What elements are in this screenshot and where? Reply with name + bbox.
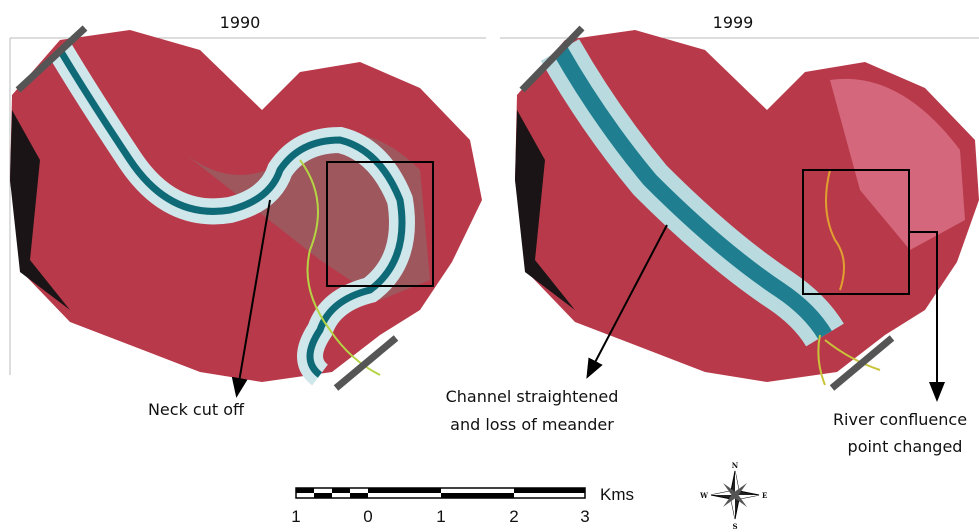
compass-label: N [732, 461, 739, 470]
scale-unit: Kms [600, 485, 634, 504]
annotation: River confluence [833, 410, 967, 429]
compass-label: S [732, 522, 737, 531]
annotation: Neck cut off [148, 400, 245, 419]
compass-label: E [762, 491, 767, 500]
scale-segment [368, 488, 441, 493]
scale-segment [314, 493, 332, 498]
annotation: point changed [848, 437, 963, 456]
scale-segment [350, 493, 368, 498]
scale-label: 1 [436, 507, 445, 526]
compass: N S E W [699, 461, 767, 531]
figure: 1990 Neck cut off 1999 Channel straighte… [0, 0, 979, 532]
scale-label: 2 [509, 507, 518, 526]
annotation: and loss of meander [450, 415, 614, 434]
scale-bar: 1 0 1 2 3 Kms [291, 485, 634, 526]
scale-label: 3 [580, 507, 589, 526]
scale-segment [332, 488, 350, 493]
scale-segment [296, 488, 314, 493]
scale-label: 0 [363, 507, 372, 526]
scale-segment [441, 493, 514, 498]
panel-year: 1999 [713, 13, 754, 32]
scale-segment [514, 488, 585, 493]
scale-label: 1 [291, 507, 300, 526]
compass-label: W [699, 491, 708, 500]
panel-1990: 1990 Neck cut off [10, 13, 486, 419]
panel-1999: 1999 Channel straightened and loss of me… [446, 13, 979, 456]
panel-year: 1990 [220, 13, 261, 32]
annotation: Channel straightened [446, 387, 619, 406]
